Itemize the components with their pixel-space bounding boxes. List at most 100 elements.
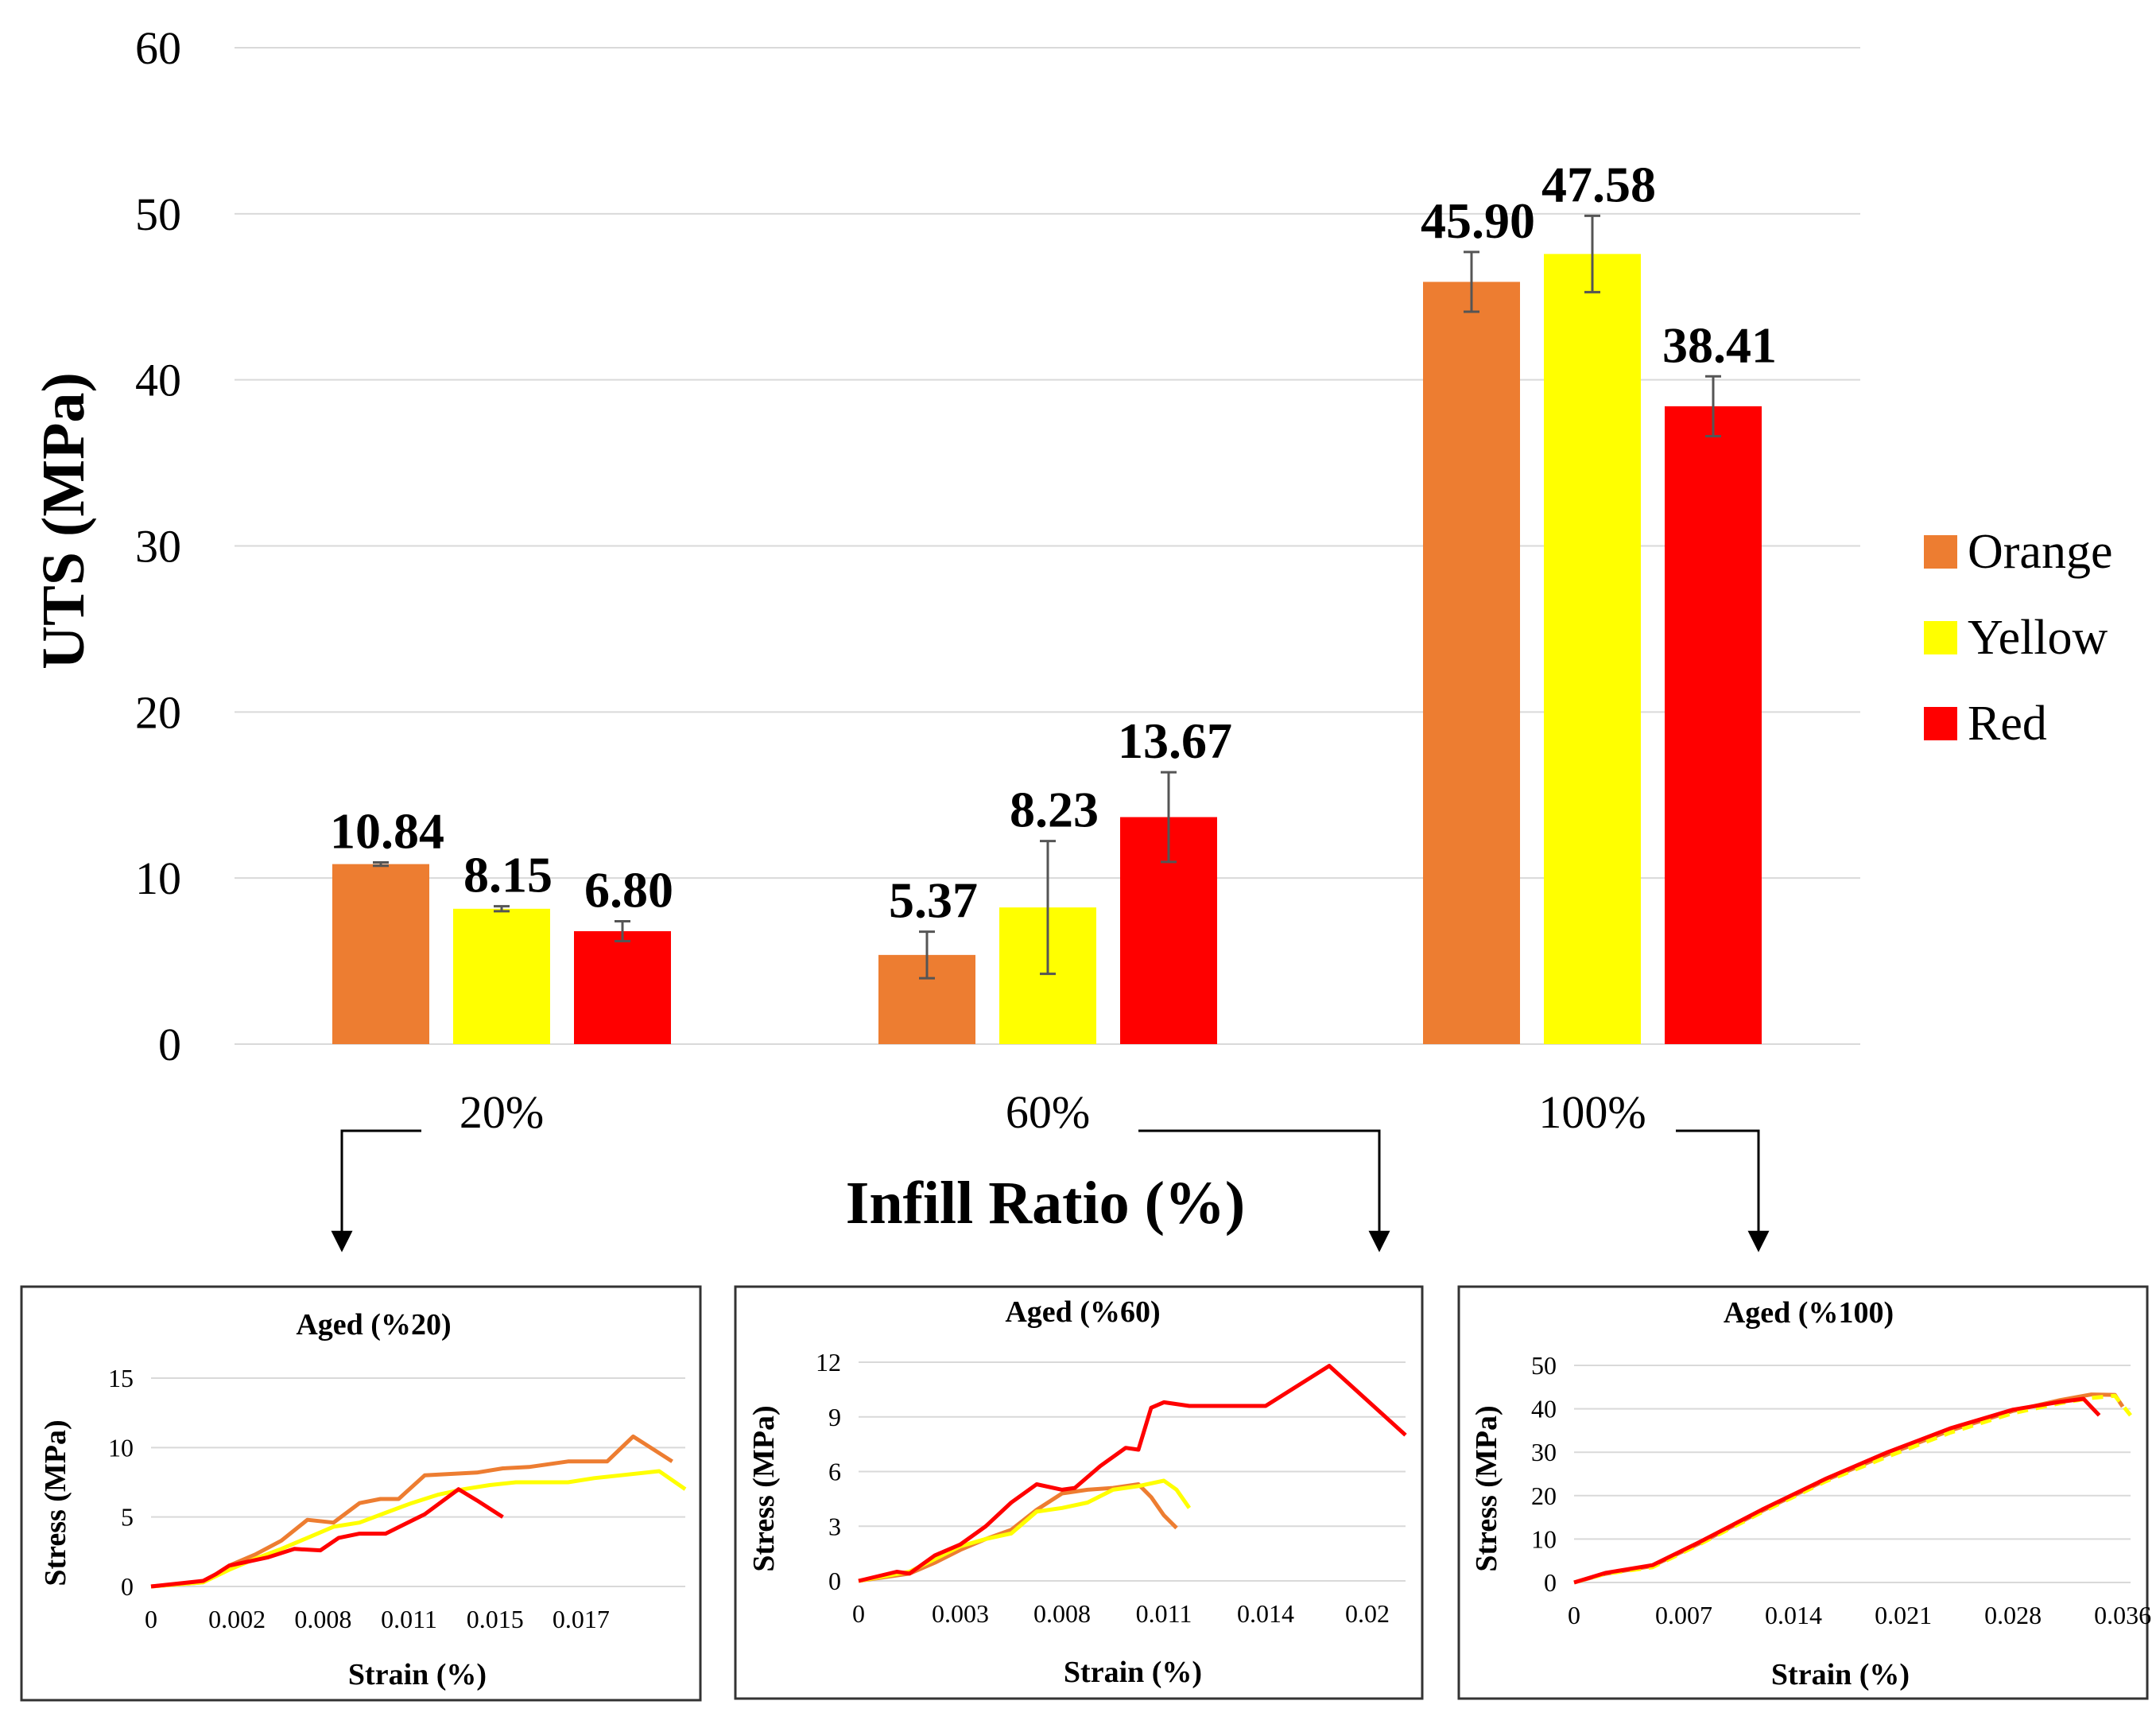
x-category-label: 100% [1538, 1086, 1646, 1138]
data-label: 13.67 [1118, 713, 1232, 769]
subchart-y-axis-title: Stress (MPa) [39, 1419, 72, 1586]
bar [453, 908, 550, 1044]
x-category-label: 60% [1006, 1086, 1090, 1138]
sub-x-tick-label: 0.017 [553, 1605, 610, 1633]
subchart-x-axis-title: Strain (%) [1064, 1656, 1202, 1689]
bar [1665, 406, 1762, 1044]
subchart-aged-100: Aged (%100) Strain (%) Stress (MPa) 0 10 2… [1457, 1285, 2151, 1700]
main-y-axis-title: UTS (MPa) [30, 372, 97, 670]
data-label: 8.15 [463, 847, 553, 903]
connector-arrows [331, 1129, 1770, 1252]
sub-series-line [1573, 1393, 2132, 1585]
sub-series-line [150, 1469, 687, 1589]
data-label: 10.84 [330, 803, 444, 860]
sub-y-tick-label: 0 [121, 1572, 134, 1601]
main-bar-chart: 0 10 20 30 40 50 60 10.84 5.37 45.90 8.15 8.23 47.5… [30, 22, 2112, 1237]
y-tick-label: 40 [135, 355, 181, 406]
sub-series-line [858, 1478, 1192, 1583]
sub-series-line [858, 1364, 1407, 1583]
sub-x-tick-label: 0.02 [1345, 1599, 1390, 1628]
subchart-title: Aged (%100) [1724, 1296, 1894, 1330]
sub-x-tick-label: 0.007 [1655, 1601, 1712, 1629]
sub-y-tick-label: 30 [1531, 1438, 1557, 1466]
sub-x-tick-label: 0.028 [1984, 1601, 2042, 1629]
sub-y-tick-label: 5 [121, 1503, 134, 1532]
sub-x-tick-label: 0.036 [2094, 1601, 2151, 1629]
subchart-aged-60: Aged (%60) Strain (%) Stress (MPa) 0 3 6 9 1… [734, 1285, 1424, 1700]
legend-swatch [1924, 621, 1957, 654]
sub-x-tick-label: 0 [145, 1605, 157, 1633]
main-category-labels: 20% 60% 100% [460, 1086, 1646, 1138]
arrow-60-percent [1138, 1129, 1390, 1252]
subchart-aged-20: Aged (%20) Strain (%) Stress (MPa) 0 5 10 1… [20, 1285, 702, 1702]
sub-series-line [1573, 1396, 2101, 1585]
sub-y-tick-label: 6 [828, 1458, 841, 1486]
y-tick-label: 30 [135, 521, 181, 573]
sub-x-tick-label: 0 [1568, 1601, 1580, 1629]
sub-x-tick-label: 0.014 [1237, 1599, 1294, 1628]
bar [332, 864, 429, 1044]
sub-series-line [150, 1487, 504, 1589]
sub-y-tick-label: 15 [108, 1364, 134, 1392]
sub-y-tick-label: 9 [828, 1403, 841, 1431]
bar [574, 930, 671, 1044]
y-tick-label: 50 [135, 188, 181, 240]
subchart-x-axis-title: Strain (%) [348, 1658, 487, 1691]
legend-swatch [1924, 535, 1957, 569]
legend-label: Yellow [1968, 611, 2108, 665]
sub-x-tick-label: 0.015 [467, 1605, 524, 1633]
x-category-label: 20% [460, 1086, 544, 1138]
data-label: 6.80 [584, 861, 673, 918]
legend-label: Red [1968, 697, 2047, 751]
subchart-title: Aged (%60) [1005, 1295, 1160, 1329]
bar [1423, 282, 1520, 1045]
subchart-x-axis-title: Strain (%) [1771, 1658, 1910, 1691]
sub-y-tick-label: 20 [1531, 1481, 1557, 1510]
arrow-20-percent [331, 1129, 421, 1252]
legend: Orange Yellow Red [1924, 525, 2112, 751]
subchart-plot: 0 3 6 9 12 0 0.003 0.008 0.011 0.014 0.02 [816, 1348, 1407, 1628]
sub-x-tick-label: 0.003 [932, 1599, 989, 1628]
sub-series-line [858, 1482, 1178, 1583]
sub-x-tick-label: 0.014 [1765, 1601, 1822, 1629]
legend-swatch [1924, 707, 1957, 740]
y-tick-label: 60 [135, 22, 181, 74]
data-label: 5.37 [889, 872, 978, 929]
subchart-plot: 0 5 10 15 0 0.002 0.008 0.011 0.015 0.017 [108, 1364, 687, 1633]
main-data-labels: 10.84 5.37 45.90 8.15 8.23 47.58 6.80 13.67 38.4… [330, 156, 1777, 928]
subchart-y-axis-title: Stress (MPa) [1470, 1405, 1503, 1571]
main-gridlines [235, 47, 1860, 1045]
main-x-axis-title: Infill Ratio (%) [846, 1170, 1245, 1237]
subchart-title: Aged (%20) [296, 1308, 451, 1342]
arrow-100-percent [1676, 1129, 1770, 1252]
sub-y-tick-label: 0 [828, 1567, 841, 1595]
data-label: 38.41 [1662, 316, 1777, 373]
y-tick-label: 10 [135, 852, 181, 904]
sub-y-tick-label: 10 [1531, 1524, 1557, 1553]
sub-x-tick-label: 0 [852, 1599, 865, 1628]
sub-series-line [150, 1434, 673, 1589]
data-label: 8.23 [1010, 782, 1099, 838]
sub-y-tick-label: 0 [1544, 1568, 1557, 1597]
data-label: 47.58 [1541, 156, 1656, 212]
sub-y-tick-label: 12 [816, 1348, 841, 1377]
y-tick-label: 0 [158, 1019, 181, 1070]
data-label: 45.90 [1421, 192, 1535, 249]
legend-label: Orange [1968, 525, 2112, 579]
main-error-bars [373, 214, 1721, 980]
sub-y-tick-label: 3 [828, 1512, 841, 1540]
sub-x-tick-label: 0.008 [1033, 1599, 1091, 1628]
bar [1544, 254, 1641, 1045]
sub-x-tick-label: 0.002 [208, 1605, 266, 1633]
sub-x-tick-label: 0.021 [1875, 1601, 1932, 1629]
y-tick-label: 20 [135, 686, 181, 738]
sub-y-tick-label: 10 [108, 1433, 134, 1462]
subchart-frame [20, 1285, 702, 1702]
subchart-y-axis-title: Stress (MPa) [747, 1405, 781, 1571]
sub-x-tick-label: 0.011 [381, 1605, 437, 1633]
main-y-tick-labels: 0 10 20 30 40 50 60 [135, 22, 181, 1070]
sub-y-tick-label: 50 [1531, 1351, 1557, 1380]
subchart-plot: 0 10 20 30 40 50 0 0.007 0.014 0.021 0.028 0.036 [1531, 1351, 2151, 1629]
